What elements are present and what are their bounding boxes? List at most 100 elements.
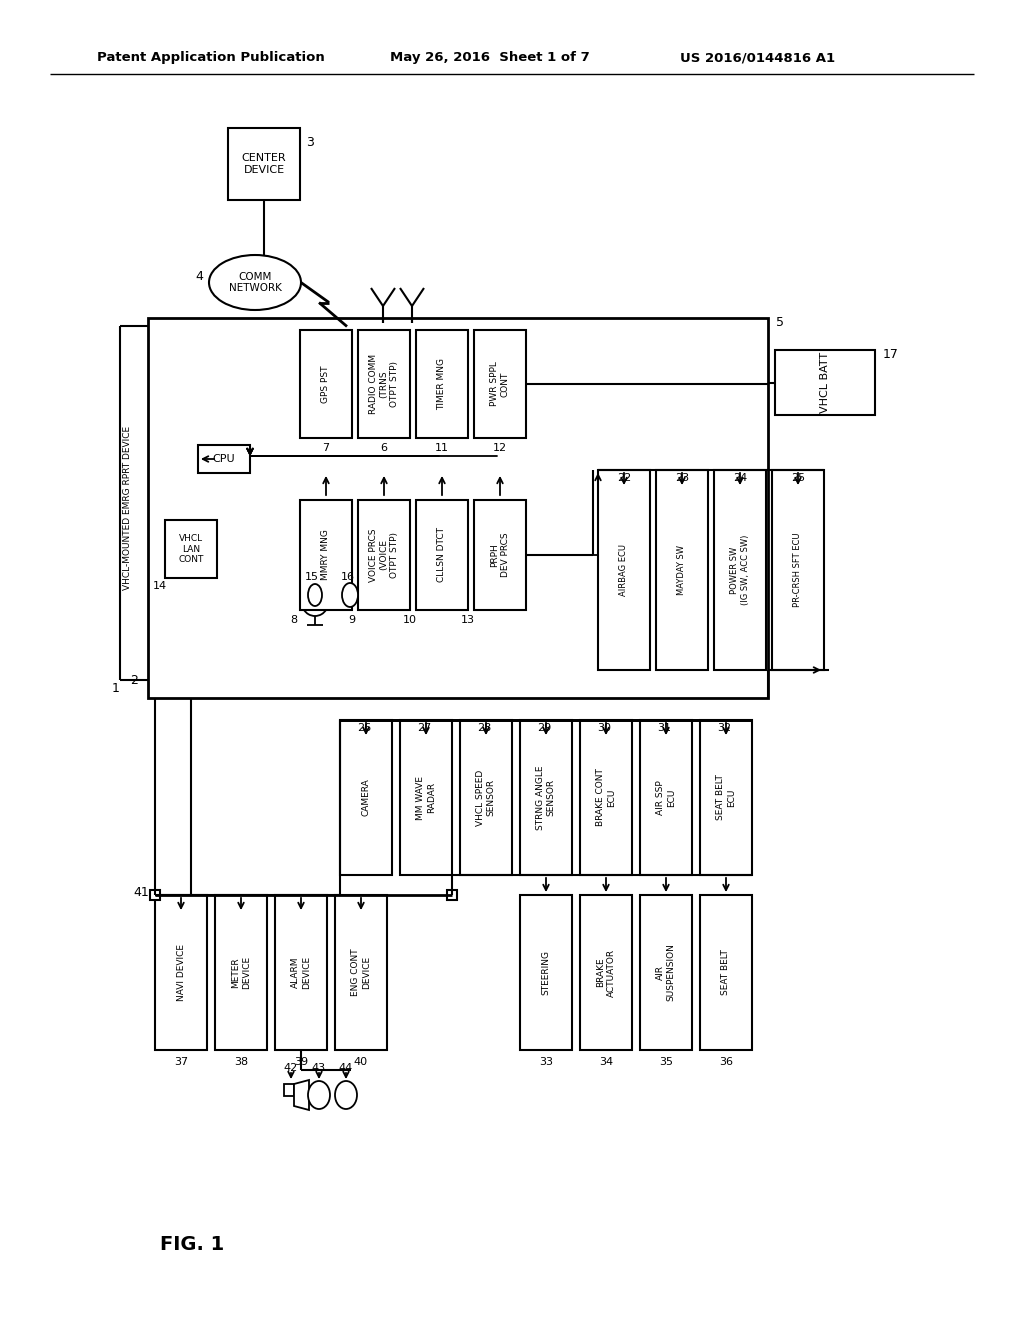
- Bar: [284, 1084, 294, 1096]
- Text: METER
DEVICE: METER DEVICE: [231, 956, 251, 989]
- Text: 11: 11: [435, 444, 449, 453]
- Text: STRNG ANGLE
SENSOR: STRNG ANGLE SENSOR: [537, 766, 556, 830]
- Text: 28: 28: [477, 723, 492, 733]
- Text: 43: 43: [312, 1063, 326, 1073]
- Bar: [400, 719, 452, 875]
- Text: SEAT BELT: SEAT BELT: [722, 949, 730, 995]
- Text: RADIO COMM
(TRNS
OTPT STP): RADIO COMM (TRNS OTPT STP): [369, 354, 399, 414]
- Text: 5: 5: [776, 317, 784, 330]
- Bar: [300, 500, 352, 610]
- Bar: [148, 318, 768, 698]
- Bar: [335, 895, 387, 1049]
- Text: FIG. 1: FIG. 1: [160, 1236, 224, 1254]
- Text: CPU: CPU: [213, 454, 236, 465]
- Text: CAMERA: CAMERA: [361, 779, 371, 816]
- Text: 23: 23: [675, 473, 689, 483]
- Bar: [520, 719, 572, 875]
- Text: 17: 17: [883, 348, 899, 362]
- Text: 10: 10: [403, 615, 417, 624]
- Text: 3: 3: [306, 136, 314, 149]
- Text: 31: 31: [657, 723, 671, 733]
- Bar: [198, 445, 250, 473]
- Text: 9: 9: [348, 615, 355, 624]
- Text: 6: 6: [381, 444, 387, 453]
- Ellipse shape: [308, 583, 322, 606]
- Bar: [580, 895, 632, 1049]
- Text: 44: 44: [339, 1063, 353, 1073]
- Text: 39: 39: [294, 1057, 308, 1067]
- Text: AIR
SUSPENSION: AIR SUSPENSION: [656, 944, 676, 1002]
- Bar: [520, 895, 572, 1049]
- Bar: [155, 895, 207, 1049]
- Text: 13: 13: [461, 615, 475, 624]
- Bar: [416, 500, 468, 610]
- Text: 25: 25: [791, 473, 805, 483]
- Bar: [714, 470, 766, 671]
- Bar: [474, 500, 526, 610]
- Text: 12: 12: [493, 444, 507, 453]
- Text: 38: 38: [233, 1057, 248, 1067]
- Bar: [474, 330, 526, 438]
- Text: 41: 41: [133, 887, 148, 899]
- Bar: [340, 719, 392, 875]
- Text: 37: 37: [174, 1057, 188, 1067]
- Bar: [640, 895, 692, 1049]
- Bar: [358, 330, 410, 438]
- Text: 24: 24: [733, 473, 748, 483]
- Text: VHCL SPEED
SENSOR: VHCL SPEED SENSOR: [476, 770, 496, 825]
- Text: AIRBAG ECU: AIRBAG ECU: [620, 544, 629, 597]
- Text: VHCL
LAN
CONT: VHCL LAN CONT: [178, 535, 204, 564]
- Text: US 2016/0144816 A1: US 2016/0144816 A1: [680, 51, 836, 65]
- Bar: [416, 330, 468, 438]
- Ellipse shape: [335, 1081, 357, 1109]
- Text: 30: 30: [597, 723, 611, 733]
- Bar: [165, 520, 217, 578]
- Text: 2: 2: [130, 673, 138, 686]
- Text: POWER SW
(IG SW, ACC SW): POWER SW (IG SW, ACC SW): [730, 535, 750, 605]
- Bar: [656, 470, 708, 671]
- Text: 35: 35: [659, 1057, 673, 1067]
- Bar: [275, 895, 327, 1049]
- Text: 16: 16: [341, 572, 355, 582]
- Text: VHCL-MOUNTED EMRG RPRT DEVICE: VHCL-MOUNTED EMRG RPRT DEVICE: [124, 426, 132, 590]
- Text: BRAKE
ACTUATOR: BRAKE ACTUATOR: [596, 949, 615, 997]
- Text: MAYDAY SW: MAYDAY SW: [678, 545, 686, 595]
- Bar: [775, 350, 874, 414]
- Bar: [580, 719, 632, 875]
- Text: 26: 26: [357, 723, 371, 733]
- Text: CENTER
DEVICE: CENTER DEVICE: [242, 153, 287, 174]
- Bar: [447, 890, 457, 900]
- Text: Patent Application Publication: Patent Application Publication: [97, 51, 325, 65]
- Text: 42: 42: [284, 1063, 298, 1073]
- Bar: [215, 895, 267, 1049]
- Bar: [772, 470, 824, 671]
- Bar: [300, 330, 352, 438]
- Text: 4: 4: [195, 271, 203, 284]
- Bar: [598, 470, 650, 671]
- Bar: [640, 719, 692, 875]
- Text: 32: 32: [717, 723, 731, 733]
- Text: 22: 22: [616, 473, 631, 483]
- Text: ENG CONT
DEVICE: ENG CONT DEVICE: [351, 949, 371, 997]
- Text: PR-CRSH SFT ECU: PR-CRSH SFT ECU: [794, 533, 803, 607]
- Bar: [228, 128, 300, 201]
- Polygon shape: [294, 1080, 309, 1110]
- Text: 7: 7: [323, 444, 330, 453]
- Bar: [700, 719, 752, 875]
- Text: MMRY MNG: MMRY MNG: [322, 529, 331, 581]
- Text: GPS PST: GPS PST: [322, 366, 331, 403]
- Bar: [358, 500, 410, 610]
- Ellipse shape: [308, 1081, 330, 1109]
- Text: PRPH
DEV PRCS: PRPH DEV PRCS: [490, 533, 510, 577]
- Text: STEERING: STEERING: [542, 950, 551, 995]
- Text: MM WAVE
RADAR: MM WAVE RADAR: [417, 776, 435, 820]
- Text: VHCL BATT: VHCL BATT: [820, 352, 830, 413]
- Text: 33: 33: [539, 1057, 553, 1067]
- Text: 36: 36: [719, 1057, 733, 1067]
- Text: NAVI DEVICE: NAVI DEVICE: [176, 944, 185, 1001]
- Text: PWR SPPL
CONT: PWR SPPL CONT: [490, 362, 510, 407]
- Ellipse shape: [342, 583, 358, 607]
- Text: BRAKE CONT
ECU: BRAKE CONT ECU: [596, 768, 615, 826]
- Text: 15: 15: [305, 572, 319, 582]
- Bar: [150, 890, 160, 900]
